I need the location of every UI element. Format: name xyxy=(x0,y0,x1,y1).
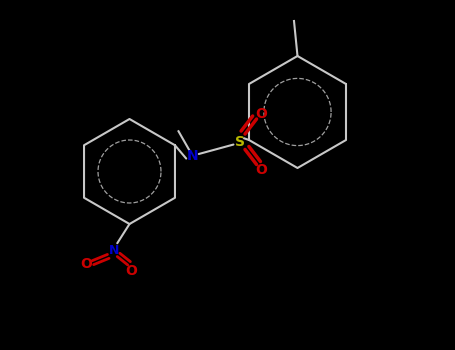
Text: O: O xyxy=(80,257,92,271)
Text: O: O xyxy=(255,163,267,177)
Text: S: S xyxy=(235,135,245,149)
Text: O: O xyxy=(255,107,267,121)
Text: N: N xyxy=(187,149,198,163)
Text: N: N xyxy=(109,244,119,257)
Text: O: O xyxy=(125,264,137,278)
